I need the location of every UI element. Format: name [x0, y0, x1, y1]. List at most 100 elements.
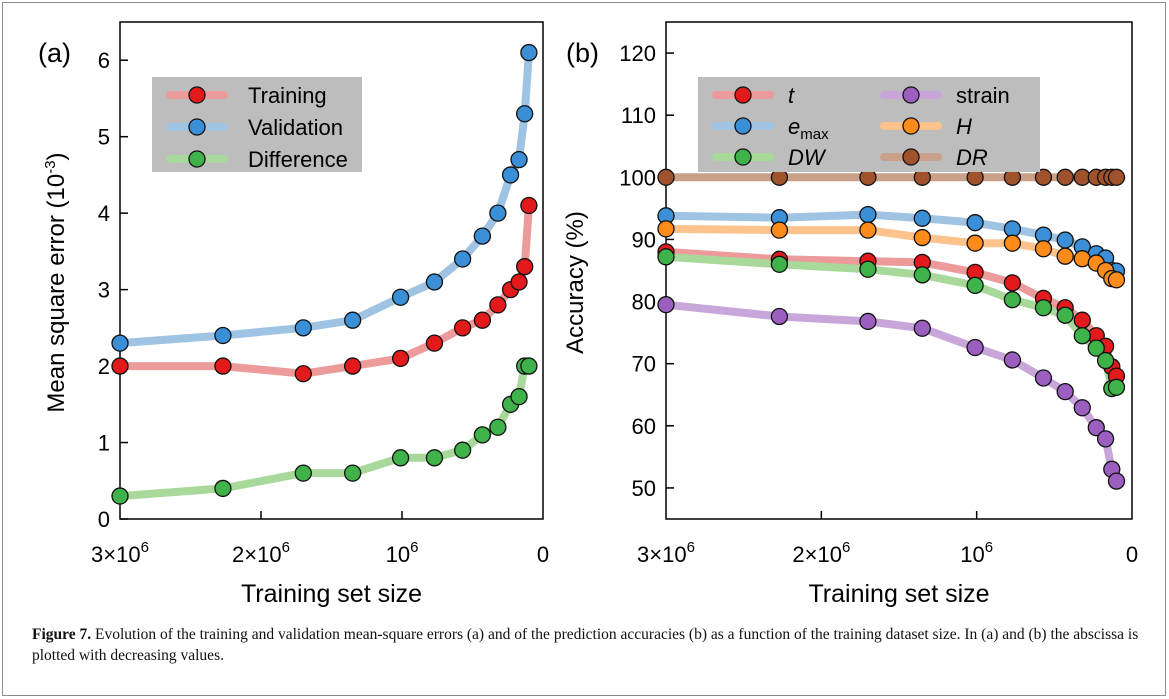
- legend-swatch-marker: [903, 149, 919, 165]
- data-point: [215, 358, 231, 374]
- data-point: [1108, 169, 1124, 185]
- legend-swatch-marker: [903, 118, 919, 134]
- data-point: [112, 335, 128, 351]
- y-tick-label: 3: [98, 278, 110, 303]
- data-point: [295, 320, 311, 336]
- x-tick-label: 106: [960, 539, 993, 567]
- caption-text: Evolution of the training and validation…: [32, 626, 1138, 664]
- y-tick-label: 2: [98, 354, 110, 379]
- data-point: [511, 152, 527, 168]
- legend-swatch-marker: [735, 87, 751, 103]
- data-point: [771, 222, 787, 238]
- figure-caption: Figure 7. Evolution of the training and …: [32, 624, 1142, 666]
- data-point: [771, 256, 787, 272]
- data-point: [490, 419, 506, 435]
- data-point: [1074, 312, 1090, 328]
- legend-label: DW: [788, 145, 827, 170]
- data-point: [1098, 431, 1114, 447]
- data-point: [658, 221, 674, 237]
- data-point: [1057, 384, 1073, 400]
- legend-swatch-marker: [735, 149, 751, 165]
- data-point: [1035, 241, 1051, 257]
- data-point: [1098, 353, 1114, 369]
- data-point: [1004, 292, 1020, 308]
- y-tick-label: 5: [98, 125, 110, 150]
- data-point: [112, 488, 128, 504]
- data-point: [345, 465, 361, 481]
- caption-label: Figure 7.: [32, 626, 91, 643]
- data-point: [455, 251, 471, 267]
- data-point: [112, 358, 128, 374]
- data-point: [1057, 307, 1073, 323]
- legend-label: Training: [248, 83, 327, 108]
- legend-swatch-marker: [189, 119, 205, 135]
- x-tick-label: 0: [537, 542, 549, 567]
- data-point: [1035, 370, 1051, 386]
- data-point: [860, 207, 876, 223]
- y-tick-label: 90: [632, 227, 656, 252]
- data-point: [393, 450, 409, 466]
- y-tick-label: 6: [98, 48, 110, 73]
- data-point: [503, 167, 519, 183]
- legend-label: strain: [956, 83, 1010, 108]
- y-tick-label: 60: [632, 414, 656, 439]
- y-tick-label: 70: [632, 352, 656, 377]
- y-tick-label: 80: [632, 290, 656, 315]
- data-point: [860, 261, 876, 277]
- x-tick-label: 0: [1126, 542, 1138, 567]
- y-axis-label: Accuracy (%): [562, 211, 589, 354]
- x-tick-label: 2×106: [232, 539, 290, 567]
- y-tick-label: 0: [98, 507, 110, 532]
- x-tick-label: 2×106: [792, 539, 850, 567]
- data-point: [967, 277, 983, 293]
- x-axis-label: Training set size: [808, 580, 989, 608]
- data-point: [1057, 169, 1073, 185]
- data-point: [521, 198, 537, 214]
- data-point: [426, 450, 442, 466]
- data-point: [658, 169, 674, 185]
- data-point: [474, 427, 490, 443]
- data-point: [345, 358, 361, 374]
- legend-label: Validation: [248, 115, 343, 140]
- y-axis-label: Mean square error (10-3): [42, 152, 70, 412]
- data-point: [1004, 221, 1020, 237]
- data-point: [1074, 328, 1090, 344]
- panel-label: (a): [38, 38, 71, 68]
- x-tick-label: 3×106: [637, 539, 695, 567]
- data-point: [1074, 400, 1090, 416]
- data-point: [521, 358, 537, 374]
- data-point: [474, 312, 490, 328]
- data-point: [295, 465, 311, 481]
- legend-label: Difference: [248, 147, 348, 172]
- data-point: [1035, 300, 1051, 316]
- data-point: [455, 442, 471, 458]
- series-line: [120, 366, 529, 496]
- panel-b-chart: (b)50607080901001101203×106 2×106 106 0Trai…: [562, 22, 1138, 608]
- data-point: [1004, 352, 1020, 368]
- y-tick-label: 4: [98, 201, 110, 226]
- data-point: [914, 210, 930, 226]
- legend-label: DR: [956, 145, 988, 170]
- data-point: [345, 312, 361, 328]
- y-tick-label: 1: [98, 431, 110, 456]
- data-point: [511, 389, 527, 405]
- data-point: [490, 205, 506, 221]
- data-point: [295, 366, 311, 382]
- data-point: [393, 289, 409, 305]
- panel-a-chart: (a) 0 1 2 3 4 5 6 3×106 2×106 106 0 Training set siz…: [38, 22, 549, 608]
- data-point: [967, 215, 983, 231]
- data-point: [426, 274, 442, 290]
- data-point: [1004, 275, 1020, 291]
- data-point: [658, 297, 674, 313]
- data-point: [771, 308, 787, 324]
- data-point: [517, 106, 533, 122]
- data-point: [455, 320, 471, 336]
- data-point: [511, 274, 527, 290]
- y-tick-label: 100: [619, 165, 656, 190]
- data-point: [860, 313, 876, 329]
- legend-label: H: [956, 114, 972, 139]
- y-tick-label: 50: [632, 476, 656, 501]
- series-line: [666, 305, 1117, 481]
- legend-swatch-marker: [189, 87, 205, 103]
- series-line: [120, 206, 529, 374]
